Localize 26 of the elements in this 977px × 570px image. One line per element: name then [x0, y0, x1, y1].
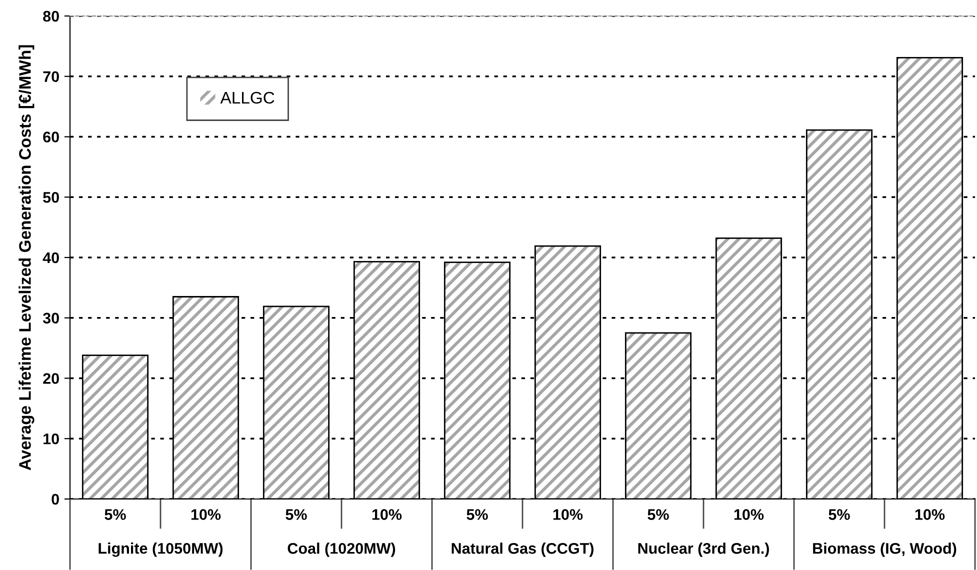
x-tick-label: 5%: [828, 509, 850, 520]
x-tick-label: 5%: [286, 509, 307, 520]
x-tick-label: 10%: [734, 509, 764, 520]
x-tick-label: 5%: [104, 509, 126, 520]
y-tick-label: 30: [42, 312, 59, 324]
y-tick-label: 80: [43, 10, 59, 22]
y-tick-label: 70: [43, 71, 59, 82]
text: Nuclear (3rd Gen.): [638, 542, 769, 557]
y-tick-label: 40: [42, 252, 59, 264]
text: Biomass (IG, Wood): [813, 542, 956, 557]
y-tick-label: 60: [43, 132, 59, 142]
y-tick-label: 20: [43, 373, 59, 384]
x-tick-label: 10%: [372, 509, 402, 520]
x-tick-label: 10%: [553, 509, 583, 520]
text: Natural Gas (CCGT): [452, 542, 594, 557]
y-tick-label: 50: [43, 192, 59, 203]
y-axis-title: Average Lifetime Levelized Generation Costs [€/MWh]: [18, 45, 34, 470]
x-tick-label: 10%: [191, 509, 221, 520]
legend-label: ALLGC: [220, 92, 274, 104]
text: Lignite (1050MW): [98, 542, 223, 557]
x-tick-label: 5%: [466, 509, 488, 520]
x-tick-label: 10%: [915, 509, 945, 520]
x-tick-label: 5%: [648, 509, 669, 520]
y-tick-label: 10: [44, 433, 59, 444]
y-tick-label: 0: [52, 494, 59, 505]
text: Coal (1020MW): [288, 542, 396, 557]
